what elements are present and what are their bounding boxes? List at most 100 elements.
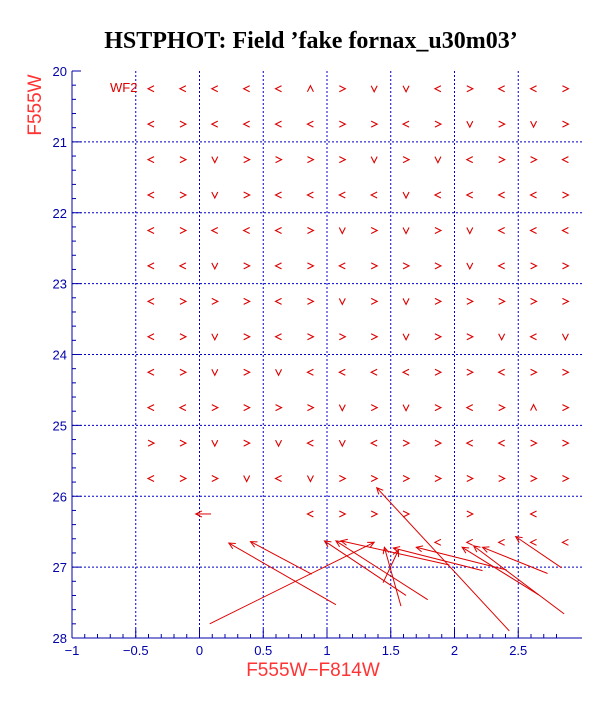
chevron-right-mark (307, 297, 315, 305)
chevron-left-mark (433, 538, 442, 546)
chevron-right-mark (370, 262, 379, 270)
x-tick-label: 2 (451, 643, 458, 658)
chevron-right-mark (179, 156, 188, 164)
chevron-down-mark (338, 227, 346, 235)
x-tick-label: 1 (323, 643, 330, 658)
chevron-right-mark (402, 262, 411, 270)
chevron-right-mark (307, 262, 315, 270)
x-tick-label: −1 (65, 643, 80, 658)
chevron-up-mark (306, 84, 314, 92)
chevron-right-mark (179, 475, 188, 483)
chevron-right-mark (498, 156, 506, 164)
chevron-right-mark (370, 404, 379, 412)
chevron-down-mark (466, 120, 474, 129)
chevron-left-mark (146, 297, 155, 305)
chevron-left-mark (561, 156, 569, 164)
chevron-down-mark (402, 333, 410, 342)
offset-arrow-line (250, 541, 312, 575)
chevron-right-mark (211, 475, 220, 483)
chevron-left-mark (146, 333, 155, 341)
offset-arrow-line (473, 545, 565, 615)
chevron-right-mark (434, 404, 443, 412)
chevron-left-mark (274, 85, 282, 93)
chevron-right-mark (434, 120, 443, 128)
chevron-right-mark (434, 226, 443, 234)
offset-arrow-line (382, 549, 399, 583)
offset-arrow-head (415, 545, 424, 553)
chevron-right-mark (434, 333, 443, 341)
chevron-right-mark (434, 262, 443, 270)
chevron-down-mark (530, 120, 538, 129)
offset-arrow-head (323, 540, 332, 548)
chevron-right-mark (434, 368, 443, 376)
offset-arrow-line (376, 487, 510, 632)
chevron-right-mark (370, 333, 379, 341)
x-tick-label: 0.5 (254, 643, 272, 658)
chevron-right-mark (530, 156, 538, 164)
chevron-right-mark (147, 439, 156, 447)
chevron-right-mark (211, 404, 220, 412)
chevron-right-mark (530, 262, 538, 270)
chevron-left-mark (338, 191, 346, 199)
chevron-right-mark (466, 510, 475, 518)
chevron-right-mark (179, 439, 188, 447)
chevron-right-mark (339, 475, 347, 483)
chevron-left-mark (497, 85, 505, 93)
chevron-right-mark (562, 404, 570, 412)
chevron-left-mark (529, 510, 537, 518)
chevron-left-mark (497, 368, 505, 376)
chevron-right-mark (466, 368, 475, 376)
offset-arrow-head (514, 536, 523, 543)
chevron-left-mark (242, 85, 250, 93)
chevron-right-mark (243, 156, 251, 164)
chevron-left-mark (146, 156, 155, 164)
offset-arrow-line (335, 540, 428, 601)
chevron-left-mark (369, 439, 378, 447)
chevron-left-mark (146, 368, 155, 376)
chevron-down-mark (338, 404, 346, 412)
chevron-right-mark (339, 85, 347, 93)
chevron-down-mark (402, 298, 410, 306)
chevron-left-mark (497, 538, 505, 546)
chevron-left-mark (497, 439, 505, 447)
chevron-left-mark (529, 333, 537, 341)
chevron-down-mark (466, 262, 474, 271)
chevron-right-mark (530, 439, 538, 447)
offset-arrow-head (339, 538, 348, 546)
y-tick-label: 20 (53, 64, 67, 79)
field-label: WF2 (110, 80, 137, 95)
chevron-down-mark (402, 404, 410, 412)
y-tick-label: 21 (53, 135, 67, 150)
chevron-left-mark (369, 368, 378, 376)
y-tick-label: 23 (53, 277, 67, 292)
chevron-left-mark (465, 404, 474, 412)
chevron-left-mark (401, 368, 410, 376)
chevron-left-mark (146, 120, 155, 128)
axes-layer: −1 −0.5 0 0.5 1 1.5 2 2.5 20 21 22 23 24 25 26 27 28 (53, 64, 582, 658)
chevron-down-mark (306, 475, 314, 483)
chevron-right-mark (562, 120, 570, 128)
chevron-right-mark (370, 475, 379, 483)
x-tick-label: 2.5 (509, 643, 527, 658)
chevron-right-mark (402, 475, 411, 483)
chevron-right-mark (370, 510, 379, 518)
chevron-left-mark (306, 510, 314, 518)
chevron-right-mark (243, 262, 251, 270)
chevron-right-mark (307, 156, 315, 164)
offset-arrow-head (227, 542, 236, 550)
chevron-left-mark (529, 538, 537, 546)
chevron-down-mark (338, 439, 346, 448)
chevron-right-mark (466, 85, 475, 93)
chevron-right-mark (339, 120, 347, 128)
chevron-right-mark (211, 297, 220, 305)
chevron-left-mark (210, 226, 219, 234)
chevron-left-mark (561, 538, 569, 546)
chevron-right-mark (434, 475, 443, 483)
chevron-left-mark (274, 333, 282, 341)
chevron-right-mark (562, 439, 570, 447)
offset-arrow-line (228, 542, 337, 606)
chevron-left-mark (465, 538, 474, 546)
chevron-right-mark (243, 191, 251, 199)
chevron-right-mark (498, 120, 506, 128)
chevron-down-mark (243, 475, 251, 483)
